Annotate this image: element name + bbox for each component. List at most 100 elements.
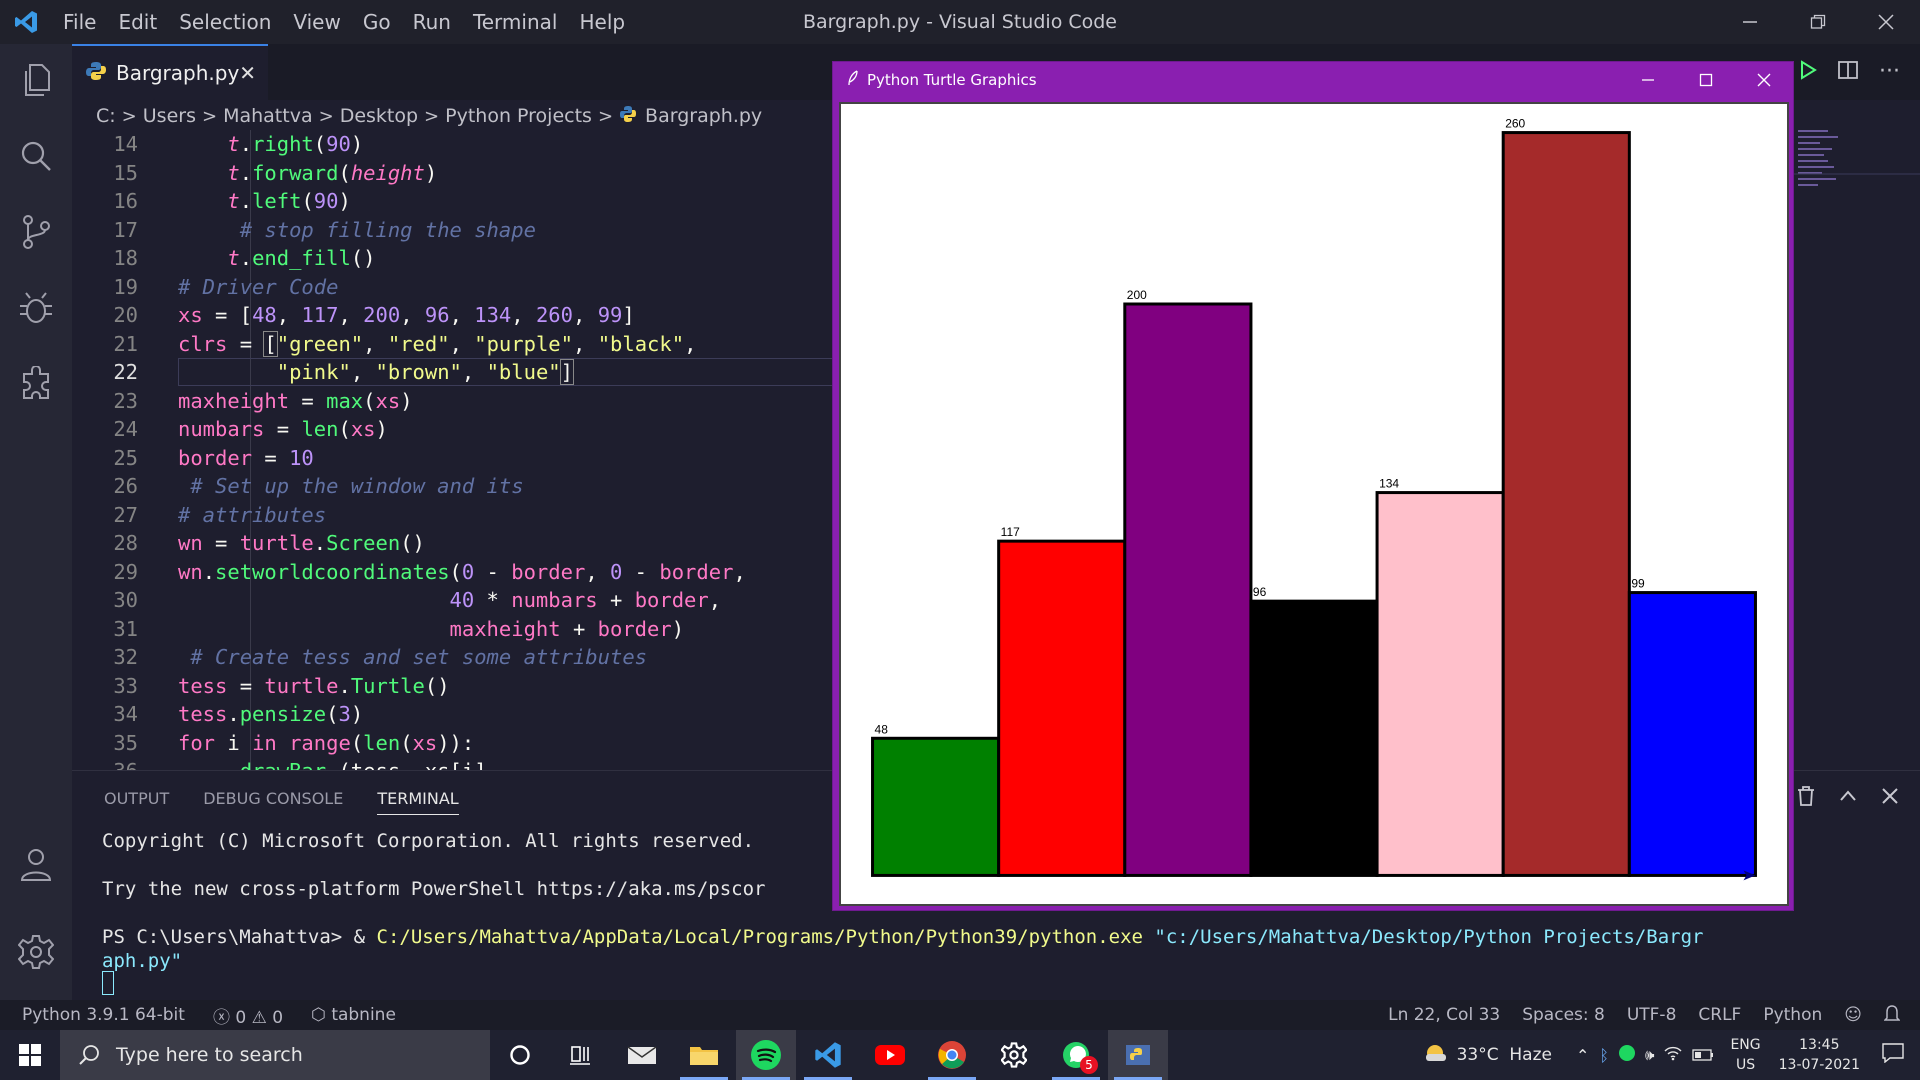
file-explorer-icon[interactable]: [674, 1030, 734, 1080]
settings-gear-icon[interactable]: [16, 932, 56, 972]
code-line: xs = [48, 117, 200, 96, 134, 260, 99]: [178, 303, 635, 327]
menu-view[interactable]: View: [293, 10, 341, 34]
bar-label-5: 134: [1379, 477, 1399, 491]
breadcrumb-item[interactable]: Python Projects: [445, 105, 592, 127]
menu-file[interactable]: File: [63, 10, 97, 34]
code-editor[interactable]: 14 t.right(90) 15 t.forward(height) 16 t…: [72, 130, 832, 770]
code-line: maxheight = max(xs): [178, 388, 413, 413]
explorer-icon[interactable]: [16, 60, 56, 100]
current-line-highlight: [178, 358, 832, 386]
code-line: # attributes: [178, 502, 327, 527]
python-turtle-taskbar-icon[interactable]: [1108, 1030, 1168, 1080]
trash-icon[interactable]: [1796, 785, 1816, 811]
turtle-maximize-button[interactable]: [1677, 62, 1735, 98]
settings-icon[interactable]: [984, 1030, 1044, 1080]
turtle-close-button[interactable]: [1735, 62, 1793, 98]
search-icon[interactable]: [16, 136, 56, 176]
menu-go[interactable]: Go: [362, 10, 391, 34]
system-tray: 33°C Haze ⌃ ᛒ 🕪 ENG US 13:45 13-07-2021: [1423, 1030, 1920, 1080]
breadcrumb-item[interactable]: Desktop: [339, 105, 419, 127]
run-python-icon[interactable]: [1799, 60, 1817, 84]
restore-button[interactable]: [1784, 0, 1852, 44]
more-actions-icon[interactable]: ···: [1879, 59, 1900, 84]
bar-label-7: 99: [1631, 577, 1645, 591]
bluetooth-icon[interactable]: ᛒ: [1599, 1045, 1609, 1065]
line-number: 36: [72, 757, 138, 770]
taskbar-search[interactable]: Type here to search: [60, 1030, 490, 1080]
cortana-icon[interactable]: [490, 1030, 550, 1080]
clock[interactable]: 13:45 13-07-2021: [1778, 1037, 1860, 1073]
tab-debug-console[interactable]: DEBUG CONSOLE: [203, 789, 344, 808]
indentation[interactable]: Spaces: 8: [1522, 1005, 1605, 1025]
terminal-cursor[interactable]: [102, 971, 114, 995]
breadcrumb-item[interactable]: Mahattva: [223, 105, 313, 127]
title-bar: File Edit Selection View Go Run Terminal…: [0, 0, 1920, 44]
notification-badge: 5: [1080, 1056, 1098, 1074]
weather-icon[interactable]: [1423, 1042, 1449, 1068]
task-view-icon[interactable]: [550, 1030, 610, 1080]
error-count: 0: [235, 1007, 247, 1028]
battery-icon[interactable]: [1692, 1046, 1714, 1065]
status-bar: Python 3.9.1 64-bit ⓧ 0 ⚠ 0 ⬡ tabnine Ln…: [0, 1000, 1920, 1030]
chevron-right-icon: >: [424, 105, 440, 127]
tab-bargraph[interactable]: Bargraph.py ✕: [72, 44, 268, 100]
line-number: 31: [113, 616, 138, 641]
chevron-right-icon: >: [201, 105, 218, 127]
menu-help[interactable]: Help: [579, 10, 626, 34]
code-line: t.left(90): [227, 189, 351, 213]
problems-indicator[interactable]: ⓧ 0 ⚠ 0: [213, 1003, 283, 1028]
menu-edit[interactable]: Edit: [118, 10, 158, 34]
breadcrumb-item[interactable]: Bargraph.py: [645, 105, 763, 127]
wifi-icon[interactable]: [1664, 1045, 1682, 1065]
breadcrumb-item[interactable]: C:: [96, 105, 116, 127]
chevron-up-icon[interactable]: ⌃: [1575, 1045, 1590, 1065]
volume-icon[interactable]: 🕪: [1645, 1046, 1655, 1064]
tabnine-indicator[interactable]: ⬡ tabnine: [311, 1005, 396, 1025]
turtle-minimize-button[interactable]: [1619, 62, 1677, 98]
line-ending[interactable]: CRLF: [1698, 1005, 1742, 1025]
python-interpreter[interactable]: Python 3.9.1 64-bit: [22, 1005, 185, 1025]
chrome-icon[interactable]: [922, 1030, 982, 1080]
minimize-button[interactable]: [1716, 0, 1784, 44]
encoding[interactable]: UTF-8: [1626, 1005, 1677, 1025]
breadcrumb-item[interactable]: Users: [142, 105, 196, 127]
line-number: 34: [113, 702, 138, 726]
minimap[interactable]: [1790, 130, 1920, 770]
vscode-taskbar-icon[interactable]: [798, 1030, 858, 1080]
split-editor-icon[interactable]: [1837, 60, 1859, 84]
search-placeholder: Type here to search: [116, 1044, 303, 1066]
whatsapp-icon[interactable]: 5: [1046, 1030, 1106, 1080]
menu-terminal[interactable]: Terminal: [472, 10, 558, 34]
notification-center-icon[interactable]: [1882, 1043, 1904, 1067]
menu-run[interactable]: Run: [412, 10, 451, 34]
extensions-icon[interactable]: [16, 364, 56, 404]
feedback-icon[interactable]: ☺: [1844, 1005, 1862, 1025]
spotify-icon[interactable]: [736, 1030, 796, 1080]
weather-text[interactable]: 33°C Haze: [1456, 1045, 1552, 1065]
close-button[interactable]: [1852, 0, 1920, 44]
debug-icon[interactable]: [16, 288, 56, 328]
tab-output[interactable]: OUTPUT: [104, 789, 170, 808]
bell-icon[interactable]: [1883, 1004, 1901, 1027]
line-number: 22: [113, 360, 138, 384]
spotify-tray-icon[interactable]: [1619, 1045, 1635, 1065]
python-file-icon: [86, 61, 106, 86]
line-number: 27: [113, 502, 138, 527]
windows-start-icon[interactable]: [0, 1030, 60, 1080]
mail-icon[interactable]: [612, 1030, 672, 1080]
line-number: 25: [113, 445, 138, 470]
bar-chart: 48 117 200 96 134 260 99: [871, 117, 1757, 881]
language-mode[interactable]: Python: [1763, 1005, 1823, 1025]
cursor-position[interactable]: Ln 22, Col 33: [1388, 1005, 1501, 1025]
source-control-icon[interactable]: [16, 212, 56, 252]
tab-close-icon[interactable]: ✕: [239, 61, 257, 85]
youtube-icon[interactable]: [860, 1030, 920, 1080]
bar-4: [1249, 599, 1379, 877]
account-icon[interactable]: [16, 844, 56, 884]
chevron-up-icon[interactable]: [1838, 785, 1858, 811]
menu-selection[interactable]: Selection: [179, 10, 272, 34]
input-language[interactable]: ENG US: [1730, 1037, 1761, 1073]
close-panel-icon[interactable]: [1880, 785, 1900, 811]
error-icon: ⓧ: [212, 1007, 230, 1028]
tab-terminal[interactable]: TERMINAL: [377, 789, 459, 815]
